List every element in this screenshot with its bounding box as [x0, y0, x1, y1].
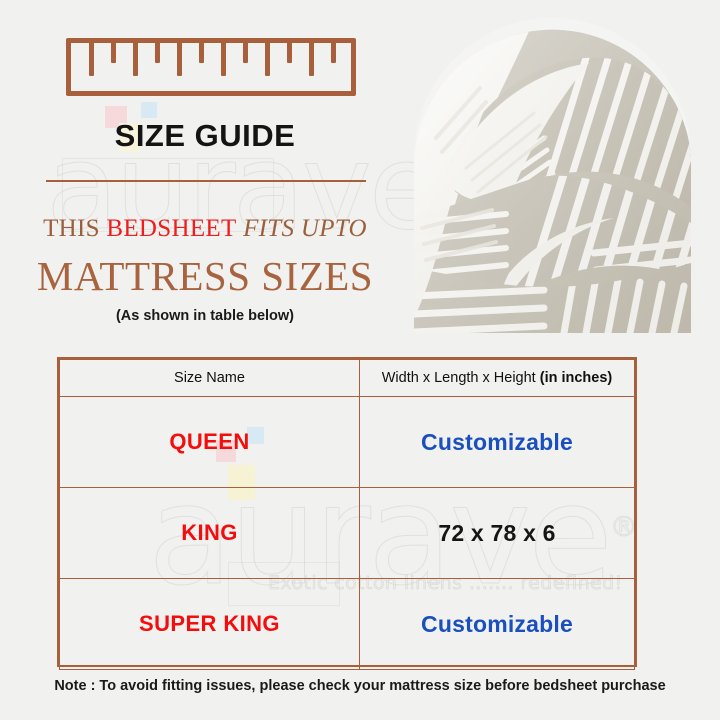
- table-row: SUPER KING Customizable: [59, 578, 635, 670]
- subtitle-part-this: THIS: [43, 215, 107, 242]
- table-row: KING 72 x 78 x 6: [59, 487, 635, 579]
- header-cell-size-name: Size Name: [59, 359, 360, 397]
- size-table: Size Name Width x Length x Height (in in…: [57, 357, 637, 670]
- size-name-king: KING: [181, 520, 238, 545]
- headline-mattress-sizes: MATTRESS SIZES: [36, 253, 374, 299]
- table-row: QUEEN Customizable: [59, 396, 635, 488]
- subtitle: THIS BEDSHEET FITS UPTO: [0, 215, 410, 243]
- subtitle-part-fits-upto: FITS UPTO: [236, 215, 367, 242]
- dimensions-super-king: Customizable: [421, 610, 573, 637]
- header-label-dimensions-unit: (in inches): [539, 370, 613, 386]
- cell-size-name-queen: QUEEN: [59, 396, 360, 488]
- cell-dimensions-super-king: Customizable: [359, 578, 635, 670]
- title-divider: [46, 180, 366, 182]
- table-header-row: Size Name Width x Length x Height (in in…: [59, 359, 635, 397]
- ruler-icon: [66, 38, 356, 96]
- dimensions-queen: Customizable: [421, 428, 573, 455]
- dimensions-king: 72 x 78 x 6: [438, 519, 556, 546]
- header-label-dimensions-prefix: Width x Length x Height: [381, 370, 540, 386]
- footer-note: Note : To avoid fitting issues, please c…: [54, 678, 666, 694]
- product-photo: [414, 18, 691, 333]
- header-label-dimensions: Width x Length x Height (in inches): [382, 370, 613, 386]
- size-name-queen: QUEEN: [169, 429, 250, 454]
- cell-dimensions-queen: Customizable: [359, 396, 635, 488]
- page-title: SIZE GUIDE: [114, 118, 296, 153]
- header-label-size-name: Size Name: [174, 370, 245, 386]
- cell-size-name-super-king: SUPER KING: [59, 578, 360, 670]
- subtitle-part-bedsheet: BEDSHEET: [106, 215, 237, 242]
- size-name-super-king: SUPER KING: [139, 611, 280, 636]
- bedsheet-illustration: [414, 29, 691, 333]
- cell-dimensions-king: 72 x 78 x 6: [359, 487, 635, 579]
- header-cell-dimensions: Width x Length x Height (in inches): [359, 359, 635, 397]
- cell-size-name-king: KING: [59, 487, 360, 579]
- headline-subnote: (As shown in table below): [115, 308, 295, 324]
- square-blue-top: [141, 102, 157, 118]
